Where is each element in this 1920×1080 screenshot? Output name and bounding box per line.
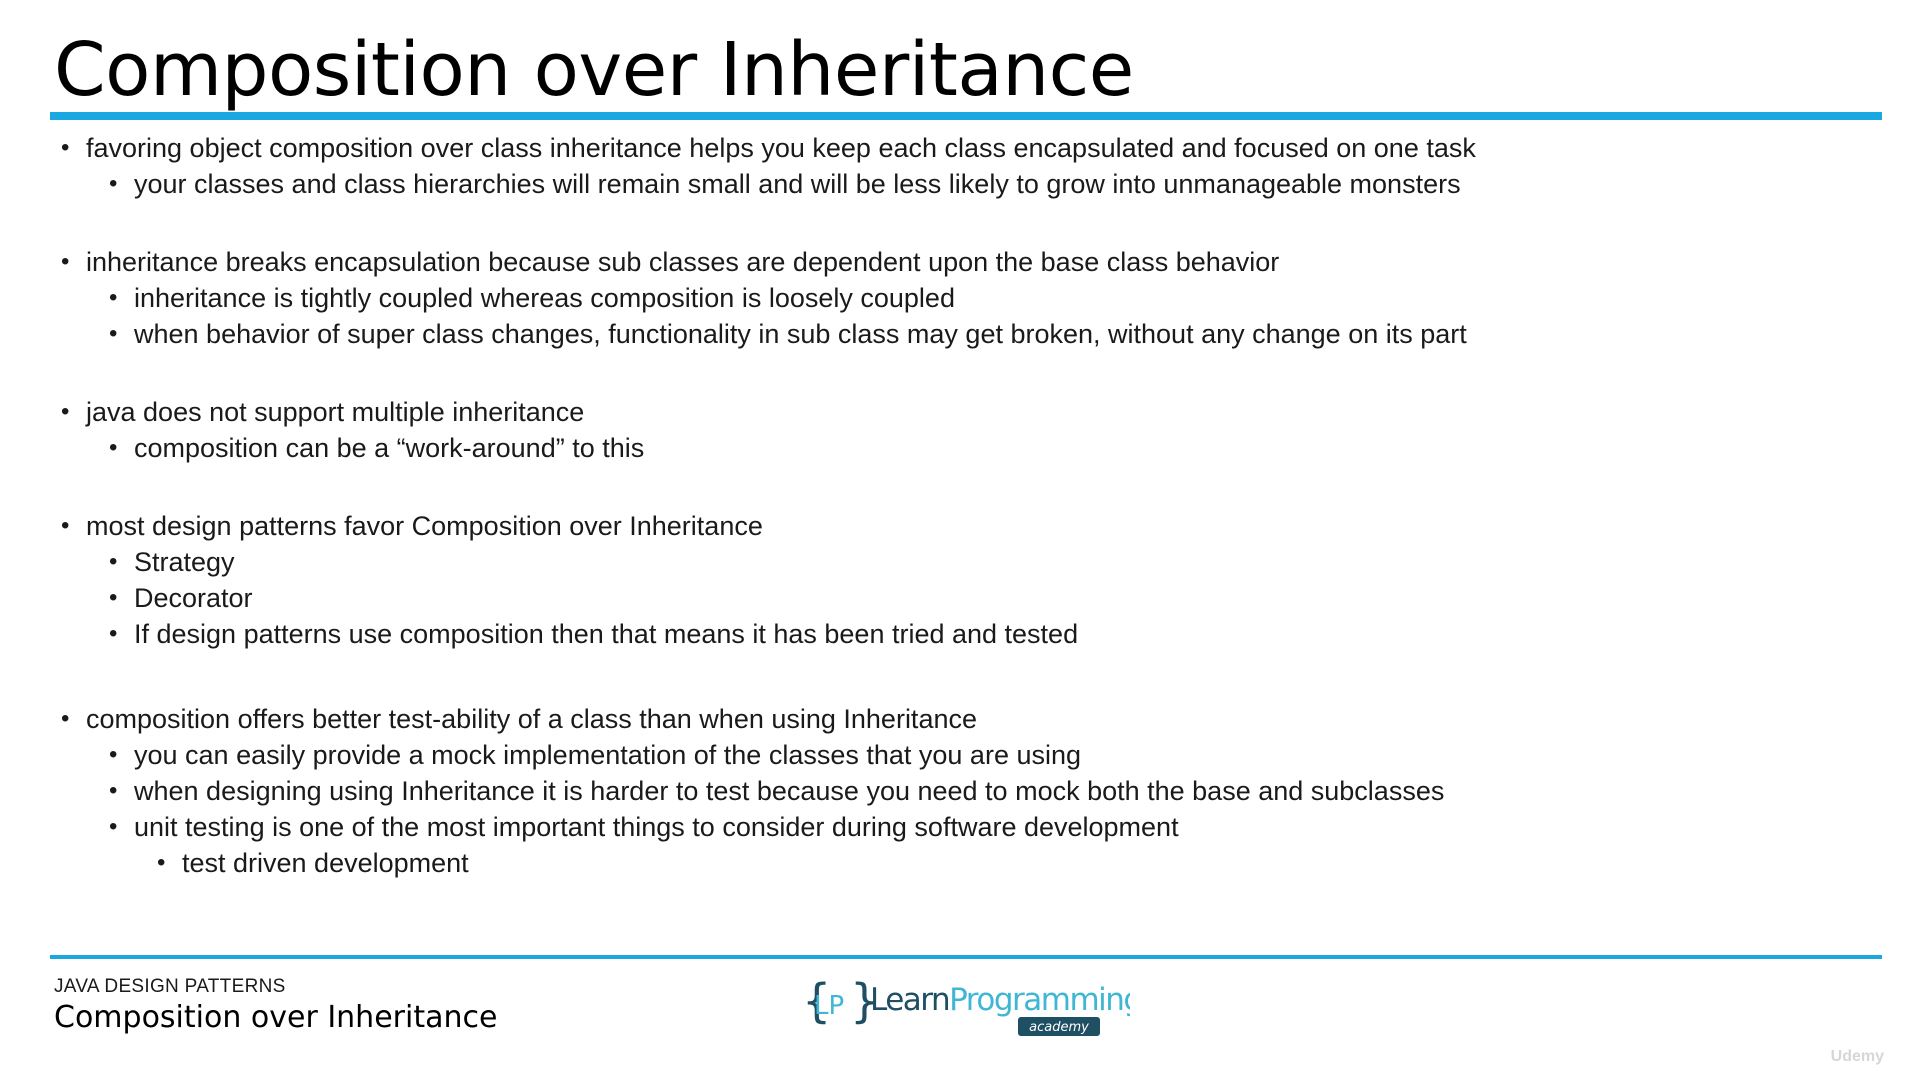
bullet-text: your classes and class hierarchies will … — [134, 169, 1461, 199]
bullet-text: inheritance is tightly coupled whereas c… — [134, 283, 955, 313]
bullet-dot: • — [61, 705, 70, 732]
sub-bullet-item: • Decorator — [0, 580, 1920, 616]
sub-bullet-item: • when behavior of super class changes, f… — [0, 316, 1920, 352]
bullet-dot: • — [109, 741, 118, 768]
bullet-group-1: • favoring object composition over class … — [0, 130, 1920, 202]
title-divider — [50, 112, 1882, 120]
bullet-dot: • — [61, 134, 70, 161]
sub-bullet-item: • composition can be a “work-around” to t… — [0, 430, 1920, 466]
learnprogramming-academy-logo: { LP } LearnProgramming academy — [800, 970, 1130, 1040]
sub-bullet-item: • If design patterns use composition then… — [0, 616, 1920, 652]
bullet-group-5: • composition offers better test-ability … — [0, 701, 1920, 881]
bullet-text: most design patterns favor Composition o… — [86, 511, 763, 541]
bullet-text: you can easily provide a mock implementa… — [134, 740, 1082, 770]
bullet-group-2: • inheritance breaks encapsulation becaus… — [0, 244, 1920, 352]
slide-body: • favoring object composition over class … — [0, 130, 1920, 923]
logo-mark: LP — [814, 991, 844, 1021]
sub-bullet-item: • Strategy — [0, 544, 1920, 580]
bullet-group-3: • java does not support multiple inherita… — [0, 394, 1920, 466]
logo-word-learn: Learn — [870, 982, 949, 1018]
bullet-dot: • — [109, 584, 118, 611]
bullet-dot: • — [109, 777, 118, 804]
bullet-dot: • — [109, 320, 118, 347]
bullet-dot: • — [109, 284, 118, 311]
logo-tag: academy — [1029, 1020, 1089, 1035]
bullet-text: when designing using Inheritance it is h… — [134, 776, 1445, 806]
bullet-text: test driven development — [182, 848, 469, 878]
slide-title: Composition over Inheritance — [54, 27, 1134, 113]
sub-sub-bullet-item: • test driven development — [0, 845, 1920, 881]
bullet-dot: • — [61, 512, 70, 539]
footer-divider — [50, 955, 1882, 959]
sub-bullet-item: • unit testing is one of the most importa… — [0, 809, 1920, 845]
sub-bullet-item: • you can easily provide a mock implement… — [0, 737, 1920, 773]
udemy-watermark: Udemy — [1830, 1048, 1884, 1065]
bullet-dot: • — [109, 434, 118, 461]
bullet-dot: • — [157, 849, 166, 876]
bullet-text: composition offers better test-ability o… — [86, 704, 977, 734]
bullet-item: • favoring object composition over class … — [0, 130, 1920, 166]
bullet-text: unit testing is one of the most importan… — [134, 812, 1179, 842]
bullet-dot: • — [109, 620, 118, 647]
sub-bullet-item: • when designing using Inheritance it is … — [0, 773, 1920, 809]
bullet-group-4: • most design patterns favor Composition … — [0, 508, 1920, 652]
bullet-text: Decorator — [134, 583, 253, 613]
bullet-text: Strategy — [134, 547, 235, 577]
bullet-item: • inheritance breaks encapsulation becaus… — [0, 244, 1920, 280]
logo-tag-box — [1018, 1017, 1100, 1036]
bullet-text: If design patterns use composition then … — [134, 619, 1079, 649]
sub-bullet-item: • inheritance is tightly coupled whereas … — [0, 280, 1920, 316]
bullet-dot: • — [61, 398, 70, 425]
svg-text:{: { — [802, 974, 831, 1028]
logo-word-programming: Programming — [949, 982, 1130, 1018]
bullet-text: composition can be a “work-around” to th… — [134, 433, 645, 463]
bullet-item: • most design patterns favor Composition … — [0, 508, 1920, 544]
logo-wordmark: LearnProgramming — [870, 982, 1130, 1018]
bullet-dot: • — [109, 813, 118, 840]
bullet-item: • java does not support multiple inherita… — [0, 394, 1920, 430]
bullet-dot: • — [109, 548, 118, 575]
logo-braces-icon: { LP } — [802, 974, 879, 1028]
footer-lecture-title: Composition over Inheritance — [54, 1000, 498, 1035]
bullet-dot: • — [61, 248, 70, 275]
bullet-text: favoring object composition over class i… — [86, 133, 1476, 163]
bullet-dot: • — [109, 170, 118, 197]
bullet-text: inheritance breaks encapsulation because… — [86, 247, 1280, 277]
bullet-item: • composition offers better test-ability … — [0, 701, 1920, 737]
bullet-text: java does not support multiple inheritan… — [86, 397, 585, 427]
svg-text:}: } — [850, 974, 879, 1028]
sub-bullet-item: • your classes and class hierarchies will… — [0, 166, 1920, 202]
footer-course-name: JAVA DESIGN PATTERNS — [54, 976, 286, 997]
bullet-text: when behavior of super class changes, fu… — [134, 319, 1467, 349]
